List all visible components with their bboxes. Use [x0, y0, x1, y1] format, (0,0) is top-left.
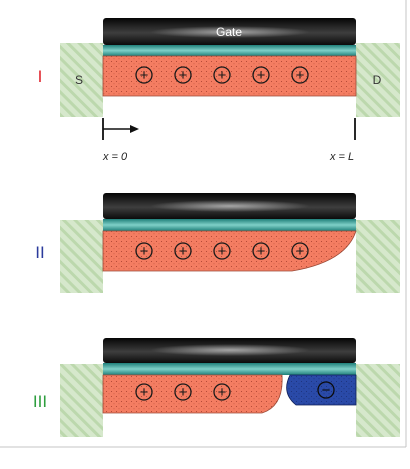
hole-charge-circle	[252, 66, 270, 84]
x-end-label: x = L	[329, 151, 354, 163]
drain-contact	[356, 364, 400, 437]
panel-2-label: II	[35, 243, 44, 262]
hole-charge-circle	[291, 242, 309, 260]
hole-charge-circle	[174, 66, 192, 84]
hole-charge-symbol: +	[179, 243, 188, 260]
x-start-label: x = 0	[102, 151, 128, 163]
hole-charge-circle	[174, 242, 192, 260]
hole-charge-circle	[291, 66, 309, 84]
hole-charge-circle	[174, 383, 192, 401]
hole-charge-symbol: +	[218, 384, 227, 401]
electron-charge-symbol: −	[322, 382, 331, 399]
gate-highlight	[150, 26, 310, 38]
hole-charge-symbol: +	[257, 243, 266, 260]
hole-charge-circle	[213, 66, 231, 84]
gate-highlight	[150, 200, 310, 212]
hole-charge-symbol: +	[140, 243, 149, 260]
hole-charges: + + + + +	[135, 242, 309, 260]
gate-dielectric	[103, 219, 356, 231]
panel-1-label: I	[38, 67, 43, 86]
hole-charge-symbol: +	[179, 384, 188, 401]
gate-highlight	[150, 344, 310, 356]
panel-3-label: III	[33, 392, 47, 411]
hole-charge-circle	[135, 66, 153, 84]
source-contact	[60, 364, 103, 437]
electron-charges: −	[317, 381, 335, 399]
hole-charge-circle	[213, 242, 231, 260]
arrow-head-icon	[130, 125, 139, 133]
source-label: S	[75, 73, 83, 87]
hole-charge-circle	[252, 242, 270, 260]
hole-charge-circle	[213, 383, 231, 401]
hole-charge-symbol: +	[218, 243, 227, 260]
hole-charge-symbol: +	[140, 67, 149, 84]
panel-2: II + + + + +	[35, 193, 400, 293]
source-contact	[60, 220, 103, 293]
hole-charge-circle	[135, 242, 153, 260]
drain-contact	[356, 220, 400, 293]
hole-charge-symbol: +	[257, 67, 266, 84]
hole-charge-symbol: +	[296, 243, 305, 260]
gate-label: Gate	[216, 25, 242, 39]
panel-1: I S D Gate + + + + + x = 0 x = L	[38, 18, 400, 163]
hole-charges: + + + + +	[135, 66, 309, 84]
hole-charge-symbol: +	[140, 384, 149, 401]
hole-charge-symbol: +	[218, 67, 227, 84]
hole-charges: + + +	[135, 383, 231, 401]
hole-accumulation-layer	[102, 374, 283, 414]
panel-3: III + + + −	[33, 338, 400, 437]
hole-charge-circle	[135, 383, 153, 401]
gate-dielectric	[103, 45, 356, 56]
gate-dielectric	[103, 363, 356, 375]
electron-charge-circle	[317, 381, 335, 399]
electron-accumulation-layer	[286, 374, 357, 406]
drain-contact	[356, 43, 400, 117]
source-contact	[60, 43, 103, 117]
hole-charge-symbol: +	[296, 67, 305, 84]
drain-label: D	[373, 73, 382, 87]
hole-charge-symbol: +	[179, 67, 188, 84]
